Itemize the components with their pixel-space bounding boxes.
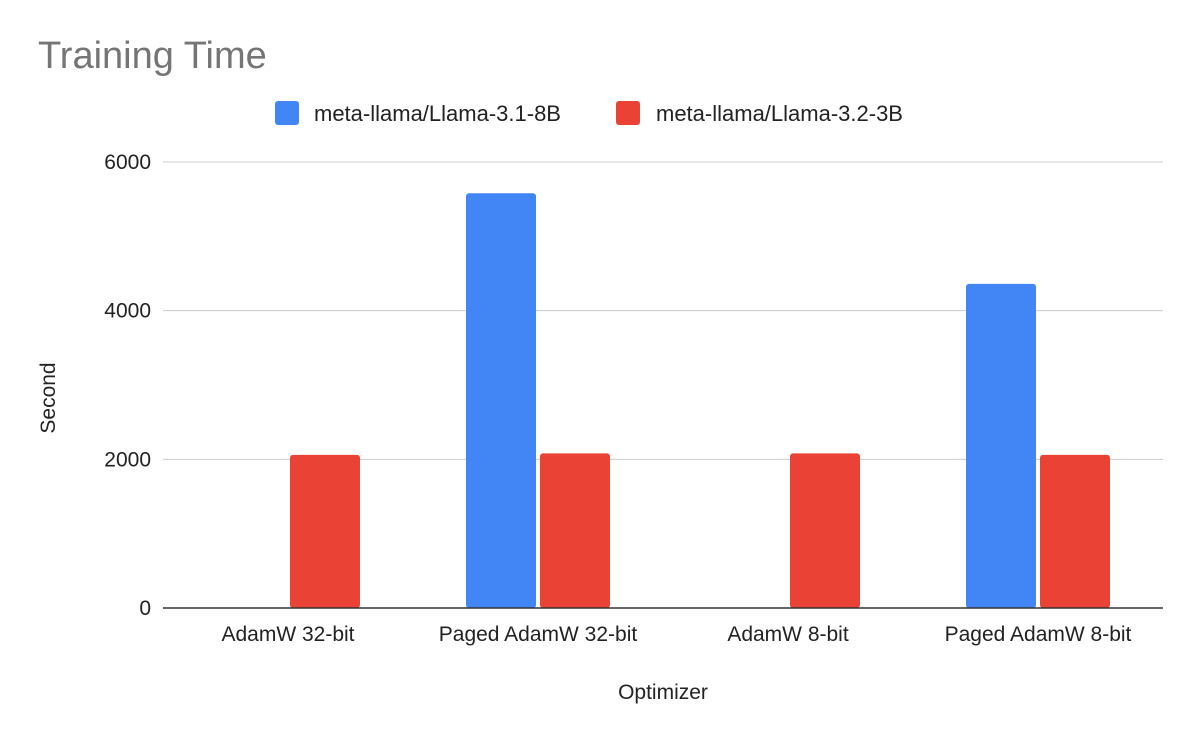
legend-swatch-series-2 bbox=[616, 101, 640, 125]
x-tick-label: Paged AdamW 32-bit bbox=[439, 623, 638, 646]
legend-label-series-2: meta-llama/Llama-3.2-3B bbox=[656, 101, 903, 126]
bar-series-2-adamw-8-bit bbox=[790, 453, 860, 608]
bar-series-2-paged-adamw-32-bit bbox=[540, 453, 610, 608]
legend: meta-llama/Llama-3.1-8B meta-llama/Llama… bbox=[275, 101, 903, 126]
x-axis-title: Optimizer bbox=[618, 681, 708, 704]
bar-series-1-paged-adamw-32-bit bbox=[466, 193, 536, 608]
y-tick-label: 2000 bbox=[104, 448, 151, 471]
bars bbox=[290, 193, 1110, 608]
y-tick-label: 4000 bbox=[104, 300, 151, 323]
chart-title: Training Time bbox=[38, 35, 267, 77]
y-tick-label: 6000 bbox=[104, 151, 151, 174]
x-tick-label: AdamW 8-bit bbox=[727, 623, 849, 646]
x-tick-label: AdamW 32-bit bbox=[221, 623, 354, 646]
legend-swatch-series-1 bbox=[275, 101, 299, 125]
bar-series-2-paged-adamw-8-bit bbox=[1040, 454, 1110, 608]
bar-series-1-paged-adamw-8-bit bbox=[966, 283, 1036, 608]
x-axis-ticks: AdamW 32-bit Paged AdamW 32-bit AdamW 8-bi… bbox=[221, 623, 1131, 646]
legend-label-series-1: meta-llama/Llama-3.1-8B bbox=[314, 101, 561, 126]
y-axis-ticks: 0 2000 4000 6000 bbox=[104, 151, 151, 620]
bar-series-2-adamw-32-bit bbox=[290, 454, 360, 608]
x-tick-label: Paged AdamW 8-bit bbox=[945, 623, 1132, 646]
y-axis-title: Second bbox=[37, 362, 60, 433]
y-tick-label: 0 bbox=[139, 597, 151, 620]
